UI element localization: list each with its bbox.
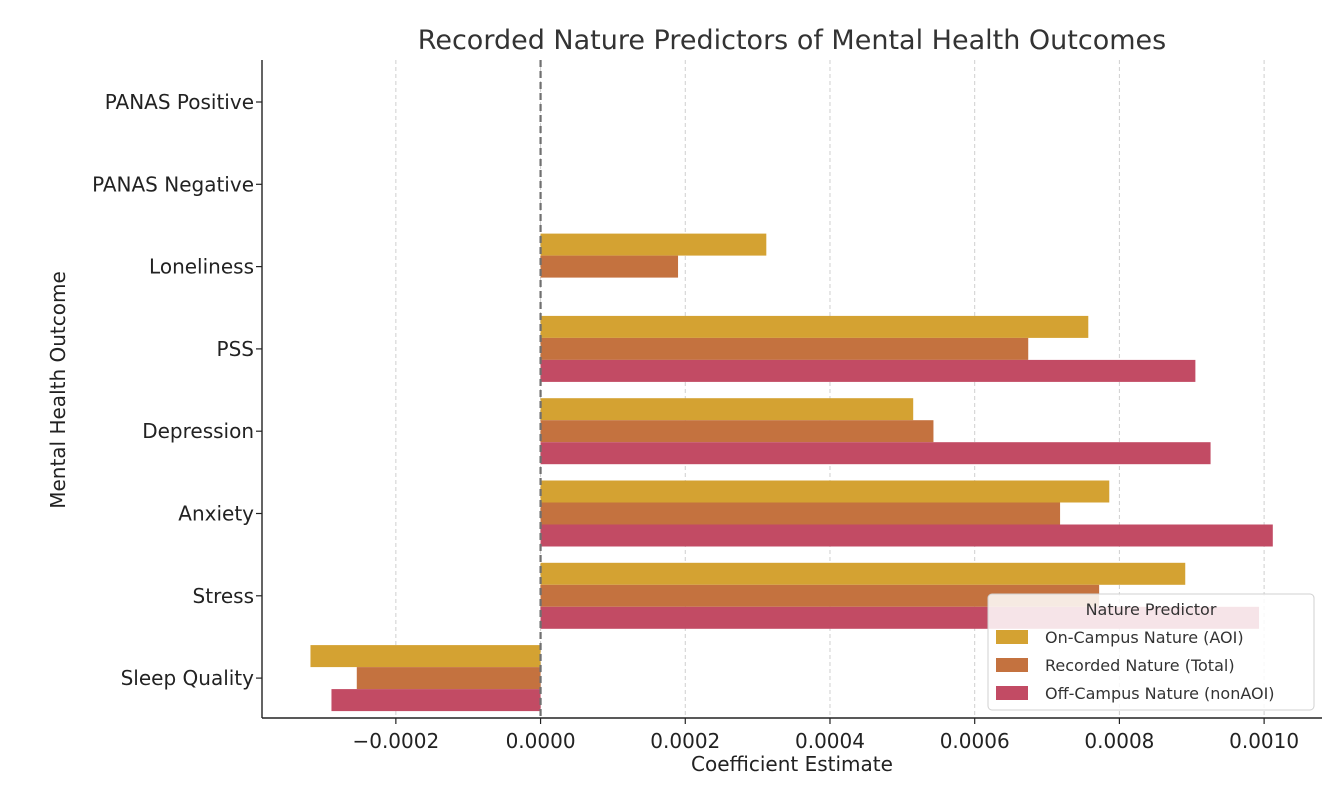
y-tick-label: Sleep Quality — [121, 666, 255, 690]
y-tick-label: PANAS Positive — [105, 90, 254, 114]
legend: Nature Predictor On-Campus Nature (AOI) Re… — [987, 593, 1315, 711]
bar — [540, 562, 1186, 585]
chart-title: Recorded Nature Predictors of Mental Hea… — [418, 25, 1166, 56]
x-tick-label: 0.0004 — [795, 729, 865, 753]
bar — [540, 255, 679, 278]
bar — [540, 315, 1089, 338]
legend-entry: Off-Campus Nature (nonAOI) — [1045, 684, 1275, 703]
legend-swatch — [996, 658, 1028, 672]
bar — [540, 502, 1061, 525]
legend-title: Nature Predictor — [1086, 600, 1217, 619]
bars — [310, 233, 1273, 712]
y-tick-label: PANAS Negative — [92, 172, 254, 196]
legend-box — [987, 593, 1315, 711]
x-tick-label: 0.0006 — [940, 729, 1010, 753]
x-axis-label: Coefficient Estimate — [691, 752, 893, 776]
y-tick-label: Depression — [142, 419, 254, 443]
bar — [540, 442, 1211, 465]
legend-swatch — [996, 630, 1028, 644]
y-tick-label: Stress — [193, 584, 254, 608]
bar — [540, 524, 1273, 547]
bar — [540, 480, 1110, 503]
legend-swatch — [996, 686, 1028, 700]
bar — [540, 398, 914, 421]
bar — [331, 689, 541, 712]
x-tick-label: 0.0010 — [1229, 729, 1299, 753]
bar — [540, 233, 767, 256]
x-tick-label: 0.0002 — [650, 729, 720, 753]
bar — [540, 584, 1100, 607]
bar — [540, 337, 1029, 360]
x-tick-label: 0.0000 — [506, 729, 576, 753]
tick-labels: −0.0002 0.0000 0.0002 0.0004 0.0006 0.0008 0.0… — [92, 90, 1299, 753]
y-axis-label: Mental Health Outcome — [46, 271, 70, 509]
legend-entry: On-Campus Nature (AOI) — [1045, 628, 1244, 647]
x-tick-label: 0.0008 — [1084, 729, 1154, 753]
legend-entry: Recorded Nature (Total) — [1045, 656, 1235, 675]
y-tick-label: PSS — [217, 337, 254, 361]
y-tick-label: Anxiety — [178, 502, 254, 526]
bar — [356, 667, 541, 690]
y-tick-label: Loneliness — [149, 255, 254, 279]
bar — [310, 645, 541, 668]
x-tick-label: −0.0002 — [352, 729, 439, 753]
bar — [540, 359, 1196, 382]
bar — [540, 420, 934, 443]
axes — [256, 60, 1322, 724]
